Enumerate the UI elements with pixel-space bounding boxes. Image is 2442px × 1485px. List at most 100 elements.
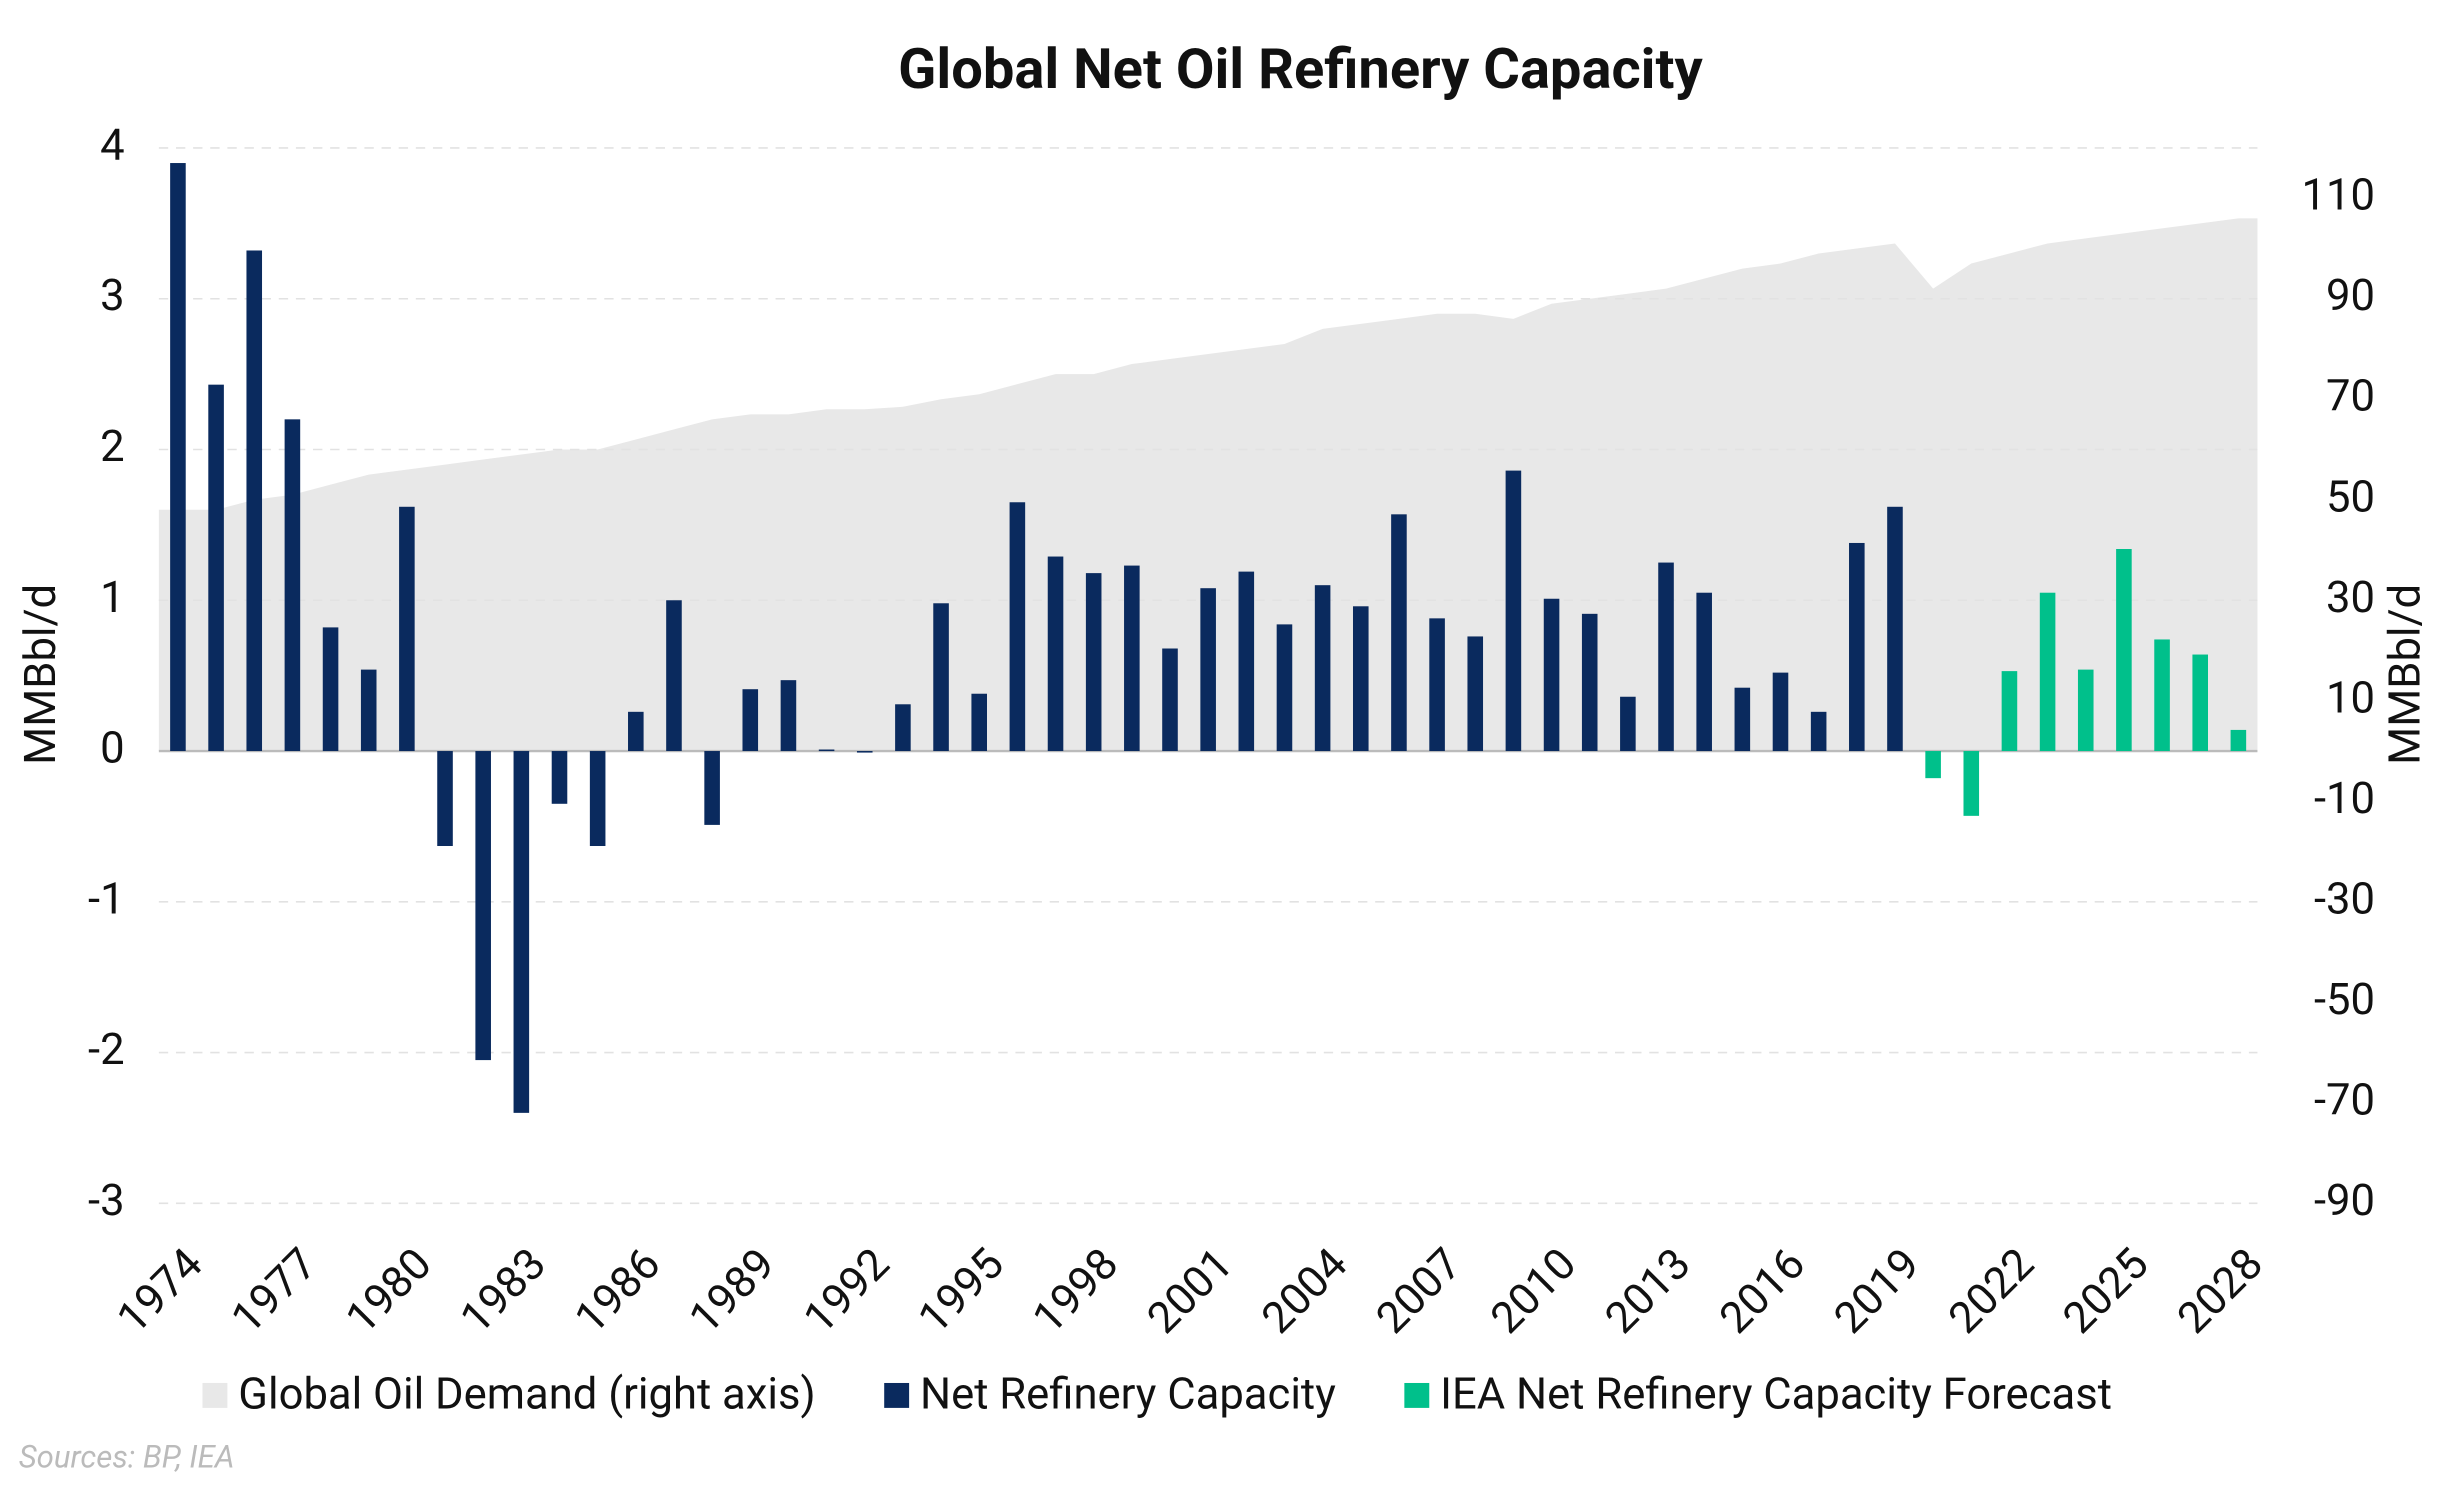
bar (1391, 514, 1407, 752)
bar (1238, 571, 1255, 752)
bar (322, 627, 339, 752)
bar (1581, 613, 1598, 752)
legend-swatch (884, 1382, 910, 1408)
bar (1963, 751, 1980, 816)
bar (2192, 654, 2209, 752)
y-tick-label: 3 (100, 270, 125, 321)
source-note: Sources: BP, IEA (19, 1439, 235, 1476)
y-tick-label: -3 (88, 1175, 125, 1226)
bar (284, 419, 301, 752)
y2-tick-label: 30 (2326, 572, 2375, 623)
bar (628, 711, 644, 752)
y2-tick-label: 90 (2326, 270, 2375, 321)
y-tick-label: -2 (88, 1024, 125, 1075)
y2-tick-label: -50 (2314, 974, 2375, 1025)
bar (666, 600, 682, 752)
x-tick-label: 2001 (1137, 1238, 1242, 1343)
y2-tick-label: -30 (2314, 873, 2375, 924)
x-tick-label: 2007 (1366, 1238, 1471, 1343)
legend-swatch (1404, 1382, 1430, 1408)
bar (513, 751, 530, 1113)
x-tick-label: 1998 (1023, 1238, 1128, 1343)
bar (1124, 565, 1140, 752)
bar (2154, 639, 2170, 752)
bar (971, 693, 988, 752)
x-tick-label: 1992 (794, 1238, 899, 1343)
bar (170, 163, 186, 752)
bar (704, 751, 720, 825)
bar (1352, 606, 1369, 752)
legend-label: Net Refinery Capacity (920, 1369, 1336, 1420)
x-tick-label: 2022 (1939, 1238, 2044, 1343)
bar (1734, 687, 1751, 752)
bar (2116, 548, 2132, 752)
bar (360, 669, 377, 752)
legend-label: IEA Net Refinery Capacity Forecast (1440, 1369, 2112, 1420)
y-tick-label: 2 (100, 421, 125, 472)
x-tick-label: 2013 (1595, 1238, 1700, 1343)
bar (1772, 672, 1789, 752)
y-tick-label: 4 (100, 119, 125, 170)
y-tick-label: -1 (88, 873, 125, 924)
bar (1314, 585, 1331, 752)
bar (399, 506, 415, 752)
y2-tick-label: 110 (2302, 170, 2376, 221)
y2-tick-label: 70 (2326, 371, 2375, 422)
bar (2001, 671, 2018, 752)
y-axis-label: MMBbl/d (15, 584, 66, 765)
y2-tick-label: -90 (2314, 1175, 2375, 1226)
bar (246, 250, 263, 752)
x-tick-label: 2010 (1481, 1238, 1586, 1343)
bar (1543, 598, 1560, 752)
bar (1429, 618, 1445, 752)
bar (1467, 636, 1484, 752)
demand-area (158, 218, 2258, 752)
bar (1620, 696, 1636, 752)
bar (1696, 592, 1712, 752)
bar (2077, 669, 2094, 752)
bar (1658, 562, 1674, 752)
bar (780, 680, 797, 752)
y2-tick-label: -10 (2314, 773, 2375, 824)
bar (1849, 542, 1865, 752)
bar (2039, 592, 2056, 752)
y2-tick-label: -70 (2314, 1074, 2375, 1125)
bar (818, 749, 835, 752)
bar (1047, 556, 1064, 752)
x-tick-label: 1995 (908, 1238, 1013, 1343)
x-tick-label: 1977 (222, 1238, 327, 1343)
bar (1162, 648, 1178, 752)
x-tick-label: 2019 (1824, 1238, 1929, 1343)
bar (1505, 470, 1522, 752)
plot-area (158, 147, 2258, 1205)
x-tick-label: 1989 (680, 1238, 785, 1343)
bar (1200, 588, 1216, 752)
chart-title: Global Net Oil Refinery Capacity (898, 36, 1703, 102)
y2-axis-label: MMBbl/d (2379, 584, 2430, 765)
x-tick-label: 1983 (451, 1238, 556, 1343)
x-tick-label: 2025 (2053, 1238, 2158, 1343)
bar (933, 603, 949, 752)
bar (1085, 573, 1102, 752)
x-tick-label: 2028 (2168, 1238, 2273, 1343)
y2-tick-label: 50 (2326, 471, 2375, 522)
bar (1276, 624, 1293, 752)
bar (589, 751, 606, 847)
bar (1009, 502, 1026, 752)
bar (475, 751, 491, 1061)
legend-label: Global Oil Demand (right axis) (238, 1369, 815, 1420)
y-tick-label: 1 (100, 572, 125, 623)
y-tick-label: 0 (100, 723, 125, 774)
bar (1925, 751, 1941, 779)
bar (208, 384, 224, 752)
bar (1887, 506, 1903, 752)
bar (895, 704, 911, 752)
x-tick-label: 2004 (1252, 1238, 1357, 1343)
x-tick-label: 1986 (565, 1238, 670, 1343)
y2-tick-label: 10 (2326, 672, 2375, 723)
bar (551, 751, 568, 804)
bar (437, 751, 453, 847)
bar (2230, 729, 2247, 752)
bar (742, 689, 759, 752)
